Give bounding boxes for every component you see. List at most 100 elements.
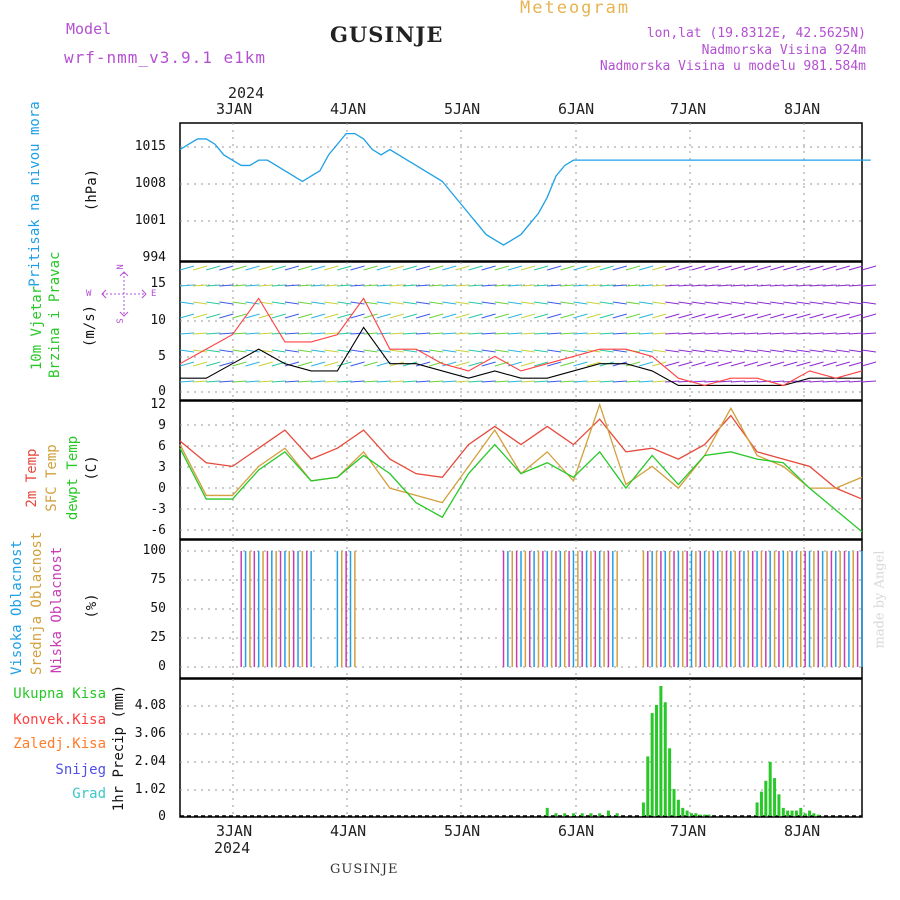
wind-barb: [704, 301, 719, 305]
wind-barb: [796, 361, 811, 367]
precip-bar: [781, 807, 785, 816]
precip-bar: [681, 807, 685, 816]
wind-barb: [271, 313, 286, 319]
wind-barb: [717, 332, 732, 335]
wind-barb: [206, 301, 221, 305]
wind-barb: [652, 265, 667, 271]
wind-barb: [770, 301, 785, 305]
wind-barb: [507, 349, 522, 353]
wind-barb: [612, 301, 627, 305]
wind-barb: [533, 265, 549, 271]
wind-barb: [770, 284, 785, 287]
wind-barb: [219, 301, 234, 305]
wind-barb: [652, 332, 667, 335]
wind-barb: [442, 284, 457, 287]
wind-barb: [678, 284, 693, 287]
wind-barb: [442, 349, 457, 353]
wind-barb: [219, 313, 234, 319]
wind-barb: [429, 349, 444, 353]
wind-barb: [416, 380, 431, 383]
wind-barb: [284, 380, 299, 383]
wind-barb: [192, 265, 208, 271]
wind-barb: [429, 332, 444, 335]
wind-barb: [481, 284, 496, 287]
wind-barb: [533, 313, 549, 319]
wind-barb: [848, 361, 864, 367]
wind-barb: [271, 332, 286, 335]
wind-barb: [625, 313, 641, 319]
wind-barb: [743, 361, 759, 367]
wind-barb: [245, 301, 260, 305]
wind-barb: [730, 361, 745, 367]
wind-barb: [507, 301, 522, 305]
wind-barb: [822, 301, 837, 305]
wind-barb: [271, 349, 286, 353]
wind-barb: [691, 361, 706, 367]
wind-barb: [402, 332, 417, 335]
wind-barb: [783, 301, 798, 305]
wind-barb: [232, 265, 247, 271]
wind-barb: [809, 265, 824, 271]
wind-barb: [599, 349, 614, 353]
wind-barb: [770, 380, 785, 383]
wind-barb: [193, 284, 208, 287]
compass-east: E: [151, 289, 157, 299]
wind-barb: [402, 313, 418, 319]
wind-barb: [704, 332, 719, 335]
wind-barb: [638, 265, 654, 271]
wind-barb: [730, 301, 745, 305]
wind-barb: [599, 284, 614, 287]
wind-barb: [743, 284, 758, 287]
wind-barb: [219, 284, 234, 287]
precip-legend-item: Snijeg: [55, 762, 106, 778]
wind-barb: [573, 380, 588, 383]
pressure-series-line: [179, 132, 871, 246]
precip-bar: [698, 814, 702, 816]
wind-barb: [350, 313, 365, 319]
precip-bar: [777, 794, 781, 816]
wind-barb: [730, 313, 745, 319]
precip-legend-item: Konvek.Kisa: [13, 712, 106, 728]
wind-barb: [232, 361, 247, 367]
wind-barb: [704, 265, 719, 271]
wind-barb: [665, 313, 680, 319]
wind-barb: [416, 332, 431, 335]
wind-barb: [625, 284, 640, 287]
wind-barb: [652, 380, 667, 383]
wind-barb: [232, 284, 247, 287]
wind-barb: [468, 284, 483, 287]
wind-barb: [809, 361, 824, 367]
precip-bar: [615, 813, 619, 816]
wind-barb: [573, 265, 588, 271]
wind-barb: [652, 349, 667, 353]
wind-barb: [442, 361, 457, 367]
precip-bar: [571, 813, 575, 816]
wind-barb: [560, 265, 575, 271]
wind-barb: [835, 284, 850, 287]
wind-barb: [704, 361, 719, 367]
wind-barb: [704, 313, 719, 319]
wind-barb: [455, 313, 470, 319]
temp-tick: 3: [158, 460, 166, 475]
precip-bar: [768, 761, 772, 816]
wind-barb: [284, 349, 299, 353]
wind-barb: [625, 301, 640, 305]
wind-barb: [481, 361, 496, 367]
wind-barb: [429, 265, 444, 271]
wind-barb: [743, 380, 758, 383]
wind-barb: [639, 380, 654, 383]
wind-barb: [389, 265, 404, 271]
wind-barb: [284, 313, 300, 319]
wind-barb: [337, 313, 352, 319]
wind-barb: [389, 332, 404, 335]
wind-barb: [376, 265, 391, 271]
top-date-label: 5JAN: [444, 100, 481, 118]
wind-barb: [783, 265, 798, 271]
wind-barb: [206, 361, 221, 367]
wind-barb: [717, 361, 732, 367]
wind-barb: [757, 301, 772, 305]
wind-barb: [415, 361, 431, 367]
wind-barb: [376, 361, 391, 367]
wind-barb: [245, 380, 260, 383]
wind-barb: [599, 301, 614, 305]
